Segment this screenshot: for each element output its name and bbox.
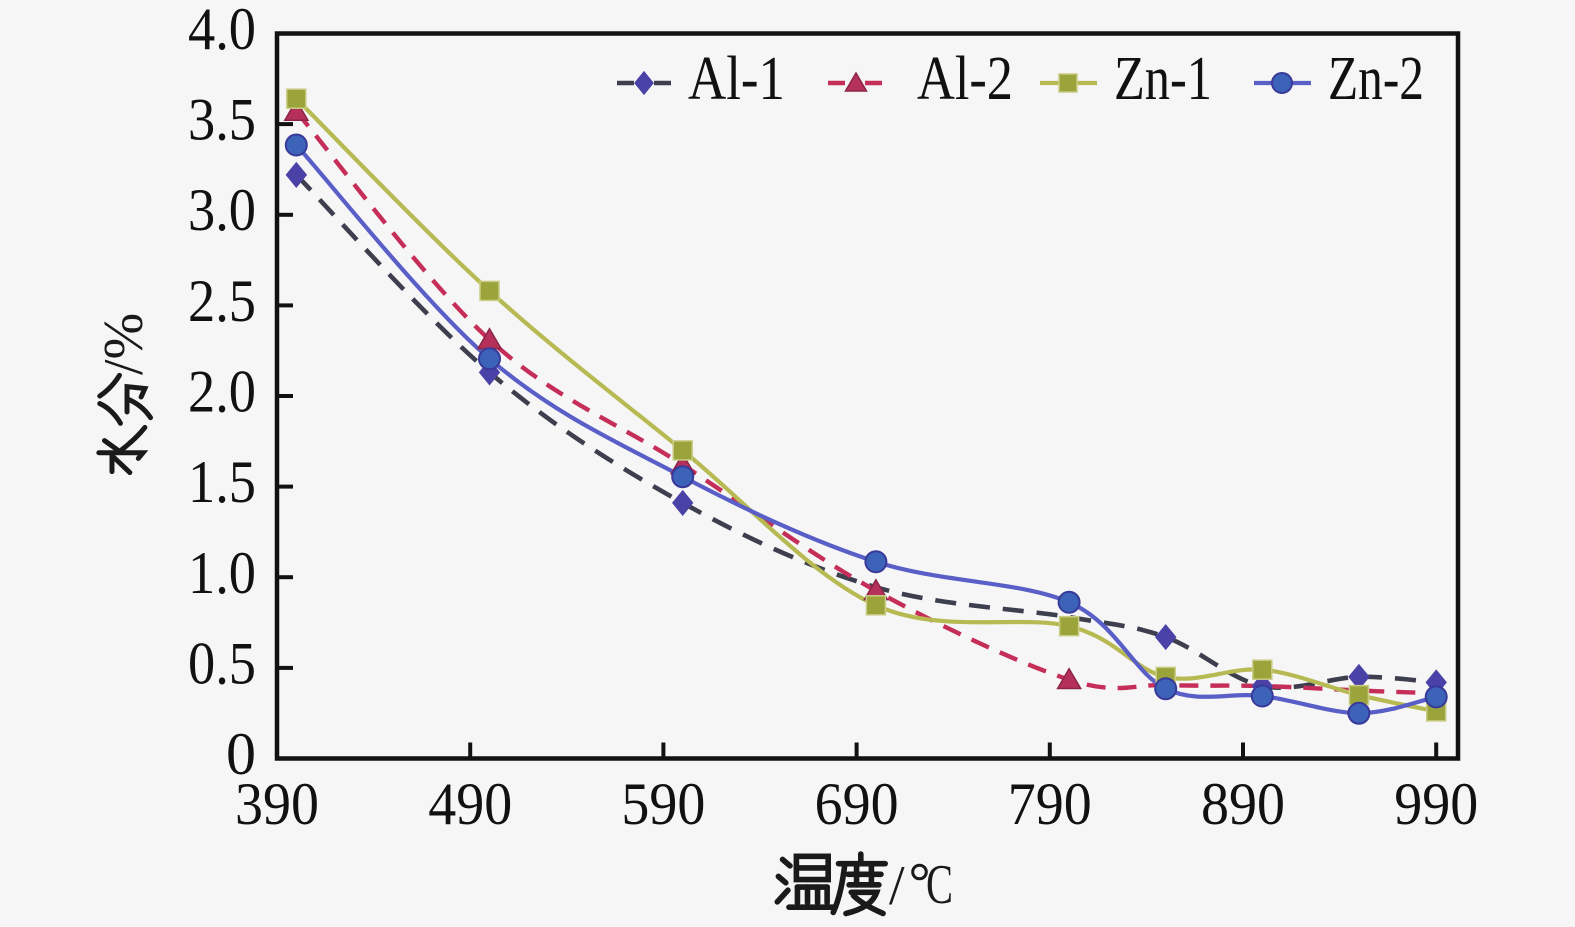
svg-text:/%: /% <box>93 313 155 375</box>
svg-text:1.0: 1.0 <box>188 540 256 606</box>
svg-text:3.5: 3.5 <box>188 87 256 153</box>
svg-text:990: 990 <box>1394 771 1478 837</box>
svg-text:3.0: 3.0 <box>188 177 256 243</box>
svg-text:490: 490 <box>428 771 512 837</box>
svg-text:390: 390 <box>235 771 319 837</box>
svg-text:Zn-1: Zn-1 <box>1114 45 1212 113</box>
svg-text:C: C <box>926 854 953 916</box>
svg-text:790: 790 <box>1008 771 1092 837</box>
svg-text:Al-1: Al-1 <box>688 45 785 113</box>
svg-text:590: 590 <box>621 771 705 837</box>
svg-text:0.5: 0.5 <box>188 630 256 696</box>
svg-text:Al-2: Al-2 <box>917 45 1013 113</box>
svg-text:2.0: 2.0 <box>188 359 256 425</box>
svg-text:2.5: 2.5 <box>188 268 256 334</box>
svg-text:/: / <box>889 855 905 917</box>
svg-text:4.0: 4.0 <box>188 0 256 62</box>
svg-text:1.5: 1.5 <box>188 449 256 515</box>
svg-text:0: 0 <box>226 721 256 787</box>
svg-text:690: 690 <box>815 771 899 837</box>
svg-text:Zn-2: Zn-2 <box>1328 45 1424 113</box>
svg-text:890: 890 <box>1201 771 1285 837</box>
